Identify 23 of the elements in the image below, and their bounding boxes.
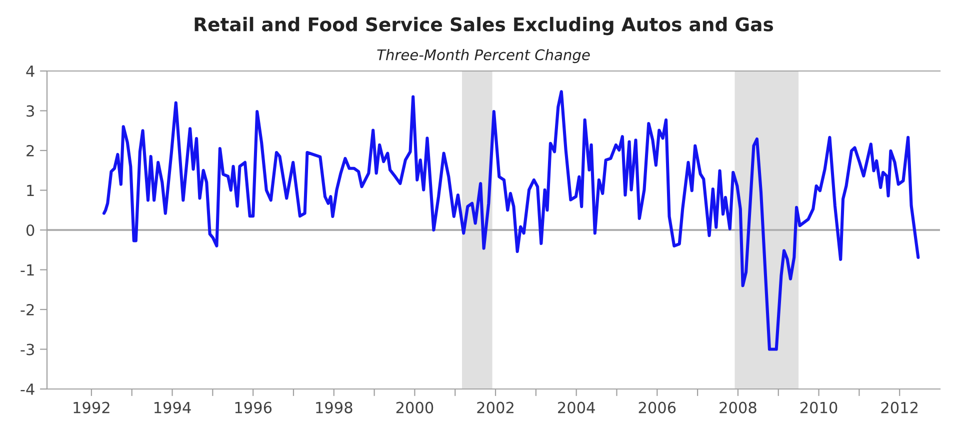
x-tick-label: 2000 xyxy=(396,402,434,414)
y-tick-label: 3 xyxy=(26,105,34,117)
x-tick-label: 1998 xyxy=(316,402,352,414)
x-tick-label: 1994 xyxy=(154,402,191,414)
x-tick-label: 1996 xyxy=(235,402,272,414)
y-tick-label: -4 xyxy=(20,384,34,395)
y-tick-label: 0 xyxy=(26,224,34,236)
x-tick-label: 2006 xyxy=(638,402,676,414)
x-tick-label: 2002 xyxy=(477,402,514,414)
y-tick-label: -1 xyxy=(20,264,34,276)
y-tick-label: 2 xyxy=(26,144,34,156)
chart-title: Retail and Food Service Sales Excluding Autos and Gas xyxy=(194,16,774,36)
x-tick-label: 2010 xyxy=(800,402,838,414)
x-tick-label: 2012 xyxy=(881,402,918,414)
y-tick-label: -3 xyxy=(20,344,34,356)
line-series xyxy=(102,90,920,351)
y-tick-label: -2 xyxy=(20,304,34,316)
y-tick-label: 1 xyxy=(27,184,34,196)
chart-subtitle: Three-Month Percent Change xyxy=(377,48,590,64)
x-tick-label: 2004 xyxy=(558,402,595,414)
x-tick-label: 2008 xyxy=(720,402,756,414)
y-tick-label: 4 xyxy=(26,66,34,77)
x-tick-label: 1992 xyxy=(74,402,110,414)
